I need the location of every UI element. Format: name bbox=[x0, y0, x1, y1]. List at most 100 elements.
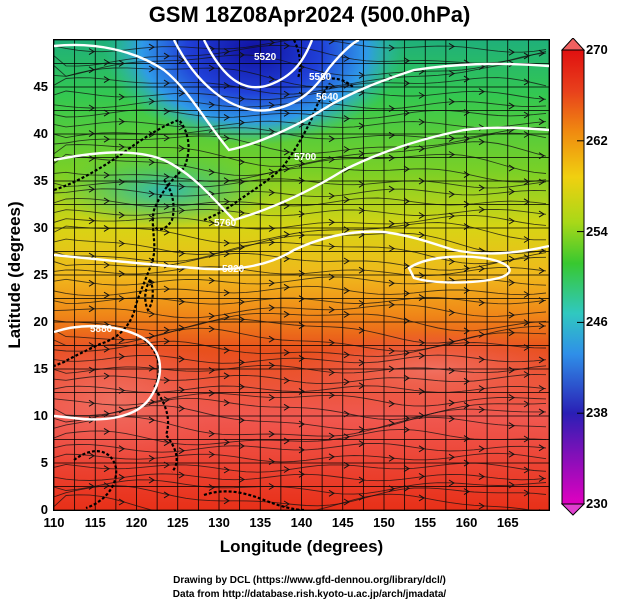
streamline-arrow bbox=[118, 118, 125, 126]
streamline-arrow bbox=[118, 353, 125, 361]
x-tick-label: 125 bbox=[166, 515, 189, 530]
streamline-arrow bbox=[178, 144, 185, 152]
streamline-arrow bbox=[148, 190, 155, 198]
streamline-arrow bbox=[148, 454, 155, 462]
streamline-arrow bbox=[418, 352, 425, 360]
streamline bbox=[54, 77, 547, 95]
streamline-arrow bbox=[103, 372, 110, 380]
streamline-arrow bbox=[223, 177, 230, 185]
streamline-arrow bbox=[118, 473, 125, 481]
streamline-arrow bbox=[523, 344, 530, 351]
streamline-arrow bbox=[448, 134, 455, 142]
streamline-arrow bbox=[523, 198, 530, 206]
streamline-arrow bbox=[238, 298, 245, 306]
streamline-arrow bbox=[238, 243, 245, 251]
streamline-arrow bbox=[538, 475, 545, 482]
streamline-arrow bbox=[163, 439, 170, 447]
streamline-arrow bbox=[268, 361, 275, 369]
streamline-arrow bbox=[448, 212, 455, 220]
streamline-arrow bbox=[178, 56, 185, 64]
streamline-arrow bbox=[448, 190, 455, 198]
streamline-arrow bbox=[208, 168, 215, 176]
streamline-arrow bbox=[478, 138, 485, 146]
x-tick-label: 135 bbox=[249, 515, 272, 530]
y-tick-label: 0 bbox=[40, 502, 48, 517]
streamline-arrow bbox=[223, 466, 230, 474]
streamline bbox=[54, 473, 547, 482]
streamline-arrow bbox=[238, 51, 245, 59]
streamline-arrow bbox=[448, 42, 455, 50]
streamline-arrow bbox=[538, 49, 545, 57]
colorbar-tick-label: 254 bbox=[586, 223, 608, 239]
streamline-arrow bbox=[283, 437, 290, 445]
streamline-arrow bbox=[358, 476, 365, 484]
streamline-arrow bbox=[418, 177, 425, 185]
streamline bbox=[54, 232, 547, 255]
streamline-arrow bbox=[178, 404, 185, 412]
streamline-arrow bbox=[478, 206, 485, 214]
streamline-arrow bbox=[388, 347, 395, 355]
streamline-arrow bbox=[283, 109, 290, 117]
streamline-arrow bbox=[208, 277, 215, 285]
y-tick-label: 5 bbox=[40, 455, 48, 470]
streamline-arrow bbox=[163, 285, 170, 293]
contour-label: 5520 bbox=[254, 52, 277, 63]
x-tick-label: 165 bbox=[496, 515, 519, 530]
streamline bbox=[54, 285, 547, 297]
streamline-arrow bbox=[403, 374, 410, 382]
streamline-arrow bbox=[103, 427, 110, 435]
streamline-arrow bbox=[508, 164, 515, 172]
streamline-arrow bbox=[148, 416, 155, 424]
streamline-arrow bbox=[283, 230, 290, 238]
streamline bbox=[54, 166, 547, 183]
y-tick-label: 15 bbox=[33, 361, 48, 376]
streamline-arrow bbox=[223, 346, 230, 354]
streamline-arrow bbox=[223, 438, 230, 446]
streamline-arrow bbox=[268, 189, 275, 197]
streamline-arrow bbox=[208, 312, 215, 320]
streamline bbox=[54, 312, 547, 332]
streamline-arrow bbox=[538, 444, 545, 452]
streamline-arrow bbox=[298, 295, 305, 303]
y-axis-label-text: Latitude (degrees) bbox=[5, 201, 24, 349]
streamline-arrow bbox=[88, 217, 95, 225]
streamline-arrow bbox=[103, 109, 110, 117]
streamline-arrow bbox=[358, 71, 365, 79]
map-canvas: 5880 5820 5760 5700 5640 5580 5520 bbox=[54, 40, 549, 510]
streamline-arrow bbox=[463, 171, 470, 179]
streamline-arrow bbox=[103, 76, 110, 84]
streamline-arrow bbox=[463, 402, 470, 410]
streamline-arrow bbox=[103, 345, 110, 353]
streamline-arrow bbox=[268, 128, 275, 135]
streamline-arrow bbox=[118, 445, 125, 453]
streamline-arrow bbox=[163, 203, 170, 211]
contour-label: 5580 bbox=[309, 72, 332, 83]
streamline-arrow bbox=[118, 387, 125, 394]
streamline-arrow bbox=[448, 453, 455, 461]
streamline-arrow bbox=[208, 101, 215, 109]
streamline bbox=[54, 297, 547, 305]
streamline-arrow bbox=[538, 210, 545, 218]
streamline-arrow bbox=[403, 465, 410, 473]
streamline bbox=[54, 266, 547, 277]
streamline-arrow bbox=[358, 382, 365, 390]
y-tick-label: 40 bbox=[33, 126, 48, 141]
x-tick-label: 130 bbox=[208, 515, 230, 530]
streamline-arrow bbox=[163, 134, 170, 142]
streamline bbox=[54, 109, 547, 120]
y-tick-label: 10 bbox=[33, 408, 48, 423]
streamline-arrow bbox=[163, 326, 170, 334]
streamline-arrow bbox=[448, 479, 455, 487]
streamline-arrow bbox=[538, 152, 545, 160]
streamline-arrow bbox=[223, 48, 230, 56]
streamline-arrow bbox=[238, 383, 245, 391]
streamline-arrow bbox=[223, 134, 230, 142]
streamline-arrow bbox=[463, 135, 470, 143]
streamline bbox=[54, 141, 547, 167]
streamline-arrow bbox=[103, 197, 110, 205]
streamline-arrow bbox=[118, 336, 125, 344]
colorbar-tick-label: 238 bbox=[586, 405, 608, 421]
streamline-arrow bbox=[268, 335, 275, 343]
streamline-arrow bbox=[268, 279, 275, 287]
streamline-arrow bbox=[163, 173, 170, 181]
